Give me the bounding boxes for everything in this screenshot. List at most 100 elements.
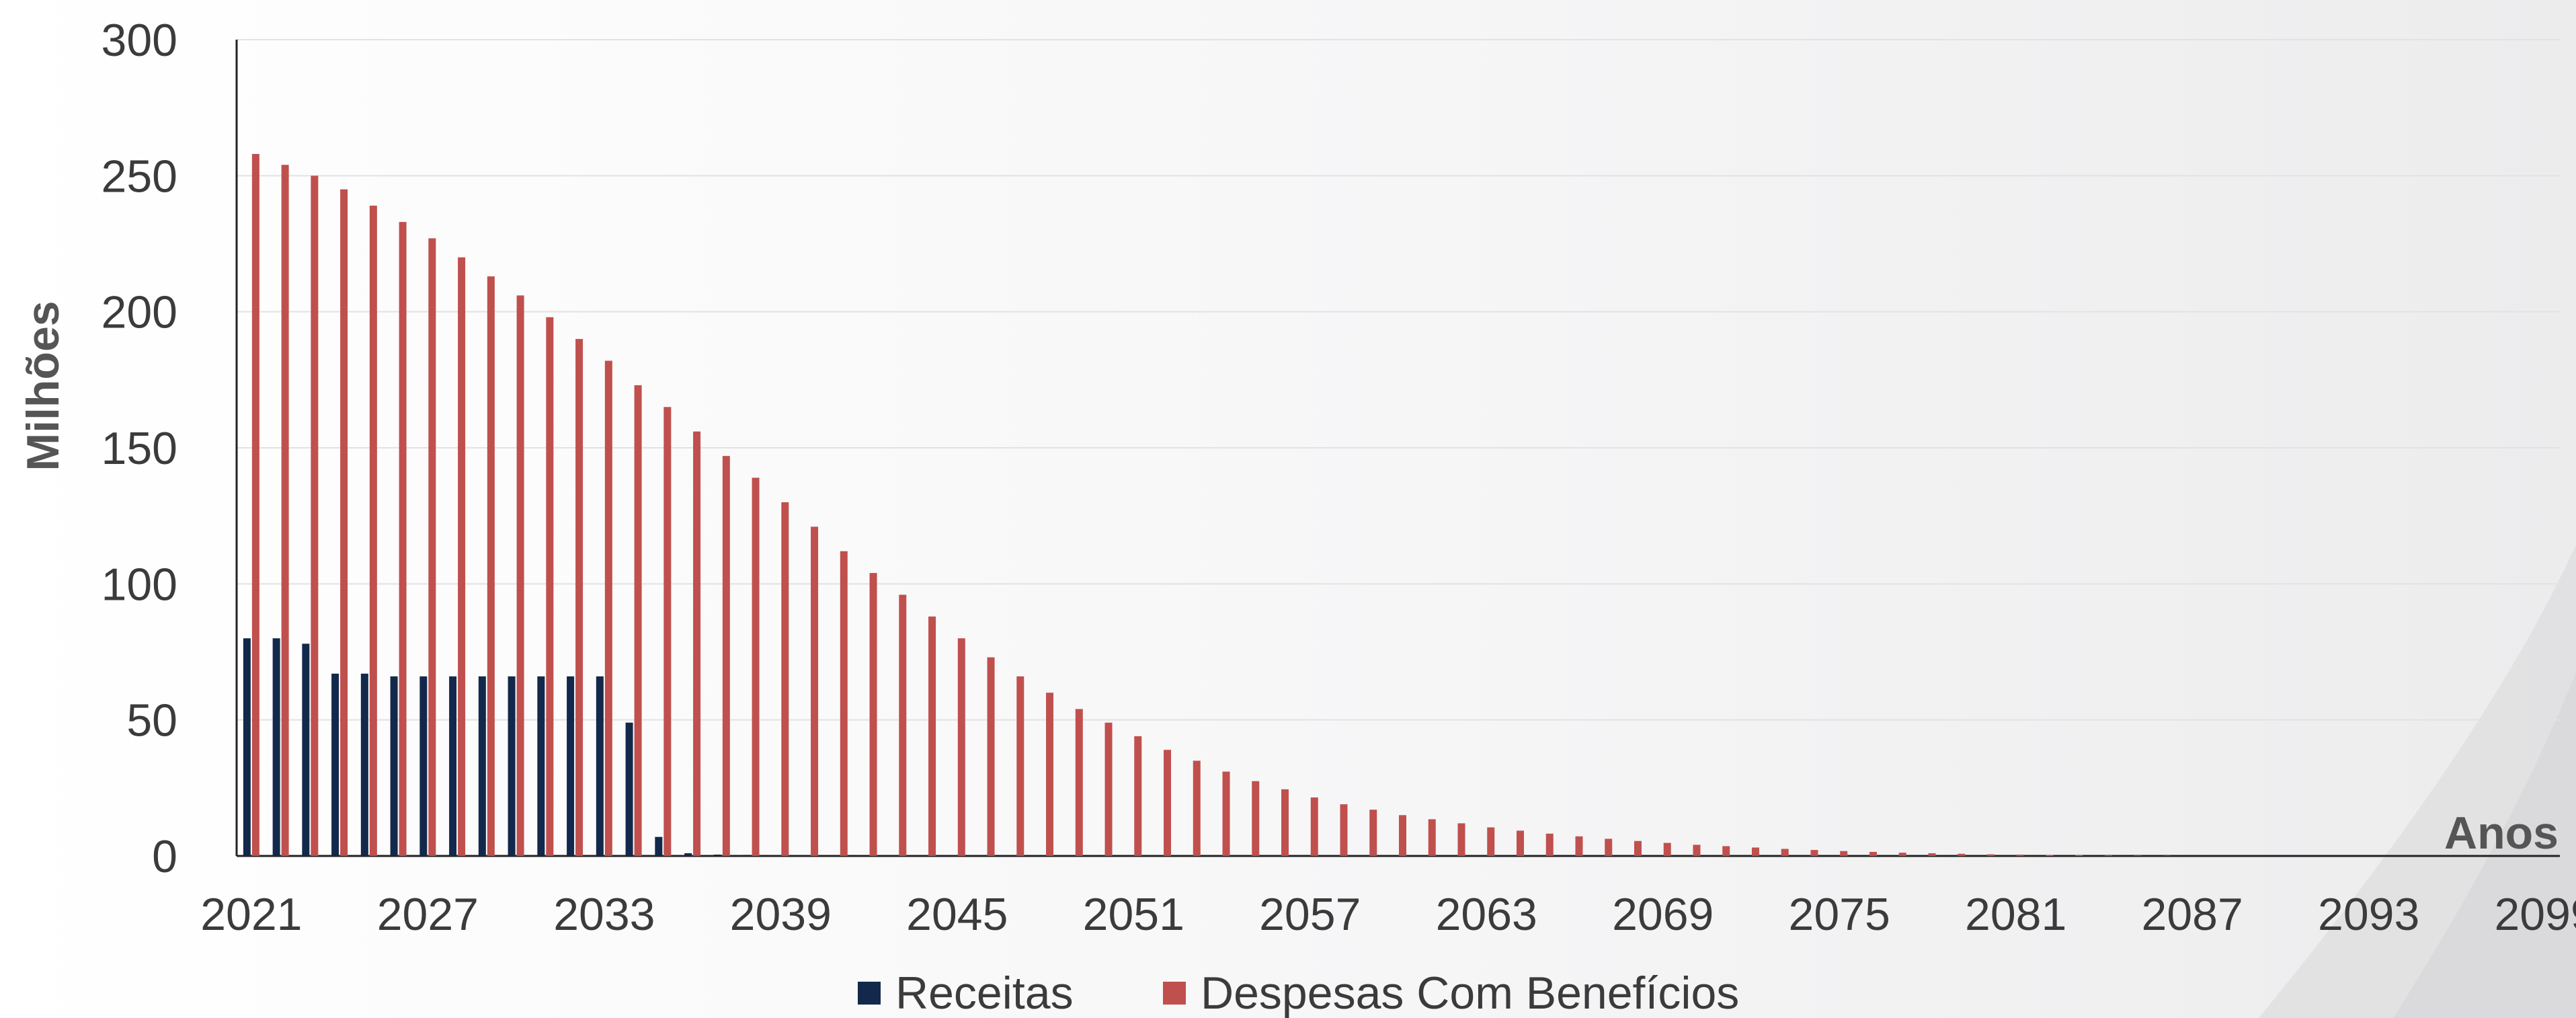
bar-despesas xyxy=(957,638,965,856)
bar-receitas xyxy=(302,643,310,856)
bar-despesas xyxy=(1958,853,1966,856)
bar-despesas xyxy=(1340,804,1348,856)
x-tick-label: 2057 xyxy=(1259,889,1361,940)
y-tick-label: 100 xyxy=(102,559,177,610)
legend-swatch xyxy=(858,982,881,1005)
bar-despesas xyxy=(1369,810,1377,856)
bar-despesas xyxy=(1516,830,1524,856)
bar-despesas xyxy=(1487,827,1495,856)
bar-despesas xyxy=(458,257,466,856)
x-tick-label: 2039 xyxy=(730,889,832,940)
x-tick-label: 2021 xyxy=(200,889,302,940)
bar-receitas xyxy=(243,638,251,856)
bar-despesas xyxy=(516,295,524,856)
bar-receitas xyxy=(390,676,398,856)
x-tick-label: 2075 xyxy=(1789,889,1890,940)
bar-receitas xyxy=(655,836,663,856)
bar-despesas xyxy=(428,238,436,856)
x-tick-label: 2051 xyxy=(1083,889,1184,940)
x-tick-label: 2081 xyxy=(1965,889,2066,940)
bar-despesas xyxy=(1663,843,1671,856)
bar-despesas xyxy=(1722,846,1730,856)
bar-despesas xyxy=(1928,853,1936,856)
bar-receitas xyxy=(537,676,545,856)
legend-label: Receitas xyxy=(895,968,1074,1018)
bar-despesas xyxy=(1016,676,1024,856)
bar-receitas xyxy=(360,673,368,856)
bar-despesas xyxy=(1399,815,1406,856)
bar-receitas xyxy=(508,676,516,856)
bar-despesas xyxy=(781,502,789,856)
y-tick-label: 250 xyxy=(102,151,177,202)
gridlines xyxy=(237,39,2560,721)
bar-despesas xyxy=(369,205,377,856)
bar-despesas xyxy=(840,551,848,856)
bar-despesas xyxy=(1193,760,1201,856)
bar-despesas xyxy=(2134,855,2142,856)
y-tick-label: 200 xyxy=(102,287,177,338)
bar-despesas xyxy=(311,175,319,856)
bar-receitas xyxy=(567,676,575,856)
bar-despesas xyxy=(1046,693,1054,856)
bar-despesas xyxy=(1898,853,1906,856)
bar-despesas xyxy=(722,456,730,856)
x-tick-label: 2033 xyxy=(553,889,655,940)
bar-receitas xyxy=(772,855,780,856)
bars xyxy=(243,153,2171,857)
bar-despesas xyxy=(1605,838,1613,856)
bar-despesas xyxy=(1104,722,1113,856)
bar-despesas xyxy=(399,222,407,856)
y-tick-label: 300 xyxy=(102,15,177,66)
bar-despesas xyxy=(1281,789,1289,856)
bar-receitas xyxy=(478,676,486,856)
bar-despesas xyxy=(2075,855,2083,856)
bar-receitas xyxy=(743,855,751,856)
bar-despesas xyxy=(546,317,554,856)
bar-despesas xyxy=(1575,836,1583,856)
bar-despesas xyxy=(1222,771,1230,856)
bar-receitas xyxy=(272,638,280,856)
y-tick-label: 0 xyxy=(152,831,177,882)
y-axis: 0 50 100 150 200 250 300 xyxy=(102,15,238,882)
x-tick-label: 2027 xyxy=(377,889,479,940)
y-tick-label: 150 xyxy=(102,423,177,474)
bar-receitas xyxy=(331,673,339,856)
bar-despesas xyxy=(1840,851,1848,856)
bar-despesas xyxy=(634,385,642,856)
x-axis: 2021 2027 2033 2039 2045 2051 2057 2063 2069 2075… xyxy=(200,855,2576,940)
bar-receitas xyxy=(713,854,721,856)
bar-despesas xyxy=(604,360,612,856)
bar-despesas xyxy=(2104,855,2112,856)
bar-despesas xyxy=(1252,781,1260,856)
x-tick-label: 2099 xyxy=(2494,889,2576,940)
bar-despesas xyxy=(663,407,672,856)
bar-despesas xyxy=(811,526,819,856)
bar-despesas xyxy=(899,594,907,856)
bar-despesas xyxy=(1457,823,1465,856)
bar-receitas xyxy=(449,676,457,856)
x-tick-label: 2063 xyxy=(1436,889,1537,940)
legend-label: Despesas Com Benefícios xyxy=(1201,968,1739,1018)
bar-despesas xyxy=(693,431,701,856)
bar-despesas xyxy=(869,573,877,856)
bar-despesas xyxy=(1545,833,1554,856)
bar-receitas xyxy=(596,676,604,856)
bar-despesas xyxy=(1164,750,1172,856)
x-tick-label: 2069 xyxy=(1612,889,1714,940)
bar-despesas xyxy=(1986,854,1995,856)
bar-despesas xyxy=(1693,845,1701,856)
bar-despesas xyxy=(987,657,995,856)
bar-despesas xyxy=(1134,736,1142,856)
legend: Receitas Despesas Com Benefícios xyxy=(858,968,1739,1018)
bar-despesas xyxy=(2046,855,2054,856)
bar-despesas xyxy=(340,189,348,857)
bar-despesas xyxy=(1810,850,1818,856)
bar-despesas xyxy=(281,165,289,856)
bar-despesas xyxy=(1075,709,1083,856)
bar-despesas xyxy=(928,616,936,856)
bar-despesas xyxy=(1634,840,1642,856)
x-axis-title: Anos xyxy=(2444,808,2559,859)
bar-despesas xyxy=(251,153,259,857)
